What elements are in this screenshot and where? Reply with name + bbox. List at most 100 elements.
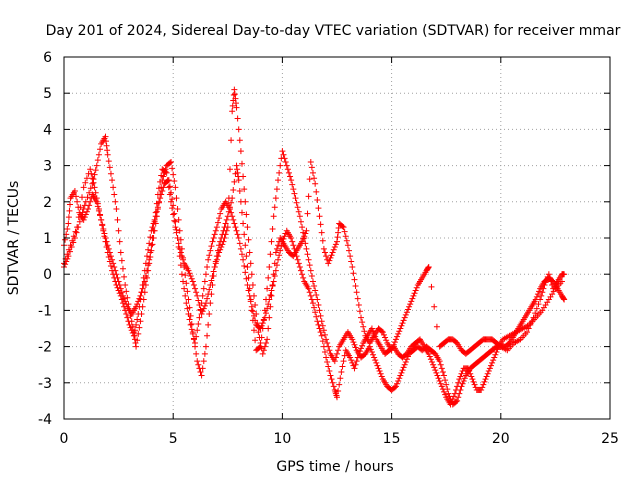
data-point [204, 332, 211, 339]
x-tick-label: 25 [601, 431, 619, 447]
data-point [156, 185, 163, 192]
data-point [436, 377, 443, 384]
data-point [89, 175, 96, 182]
data-point [300, 235, 307, 242]
data-point [168, 158, 175, 165]
data-point [185, 267, 192, 274]
data-point [126, 321, 133, 328]
data-point [195, 320, 202, 327]
data-point [105, 254, 112, 261]
data-point [323, 354, 330, 361]
data-point [65, 220, 72, 227]
data-point [113, 206, 120, 213]
data-point [137, 296, 144, 303]
data-point [360, 323, 367, 330]
data-point [195, 297, 202, 304]
data-point [494, 346, 501, 353]
data-point [481, 378, 488, 385]
data-point [228, 199, 235, 206]
data-point [334, 350, 340, 357]
data-point [206, 252, 213, 259]
data-point [149, 241, 156, 248]
data-point [261, 343, 268, 350]
data-point [341, 228, 348, 235]
data-point [278, 243, 285, 250]
data-point [110, 271, 117, 278]
data-point [226, 206, 233, 213]
data-point [353, 289, 360, 296]
data-point [428, 283, 435, 290]
data-point [427, 356, 434, 363]
data-point [325, 260, 332, 267]
data-point [164, 177, 171, 184]
data-point [400, 317, 407, 324]
data-point [309, 300, 316, 307]
data-point [62, 261, 69, 268]
data-point [277, 247, 284, 254]
data-point [210, 235, 217, 241]
data-point [212, 260, 219, 267]
data-point [308, 296, 315, 303]
data-point [138, 289, 145, 296]
data-point [340, 358, 347, 365]
data-point [177, 249, 184, 256]
data-point [209, 238, 216, 245]
data-point [408, 298, 415, 305]
data-point [312, 180, 319, 187]
data-point [228, 209, 235, 216]
y-tick-label: 6 [43, 50, 52, 66]
data-point [116, 290, 123, 297]
data-point [271, 204, 278, 211]
data-point [112, 198, 119, 205]
data-point [212, 227, 219, 234]
data-point [180, 278, 187, 285]
data-point [281, 233, 288, 240]
data-point [317, 329, 324, 336]
data-point [240, 256, 247, 263]
data-point [252, 301, 259, 308]
data-point [334, 394, 340, 401]
data-point [242, 242, 249, 249]
data-point [394, 380, 401, 387]
data-point [94, 200, 101, 207]
data-point [450, 393, 457, 400]
data-point [79, 194, 86, 201]
data-point [220, 238, 227, 245]
data-point [169, 165, 176, 172]
data-point [395, 377, 402, 384]
data-point [264, 305, 271, 312]
data-point [443, 381, 450, 388]
data-point [199, 365, 206, 372]
data-point [493, 349, 500, 356]
data-point [229, 102, 236, 109]
data-point [435, 375, 442, 382]
data-point [169, 196, 176, 203]
data-point [335, 387, 342, 394]
data-point [277, 162, 284, 169]
data-point [269, 225, 276, 232]
data-point [295, 208, 302, 215]
data-point [431, 364, 438, 371]
data-point [266, 263, 273, 270]
data-point [249, 308, 256, 315]
data-point [67, 242, 74, 249]
data-point [94, 157, 101, 164]
y-tick-label: -2 [38, 340, 52, 356]
data-point [560, 295, 567, 302]
data-point [323, 253, 330, 260]
data-point [352, 282, 359, 289]
data-point [447, 401, 454, 408]
data-point [247, 260, 254, 267]
data-point [455, 379, 462, 386]
data-point [235, 235, 242, 241]
data-point [373, 359, 380, 366]
data-point [207, 247, 214, 254]
data-point [133, 343, 140, 350]
data-point [172, 218, 179, 225]
data-point [306, 176, 313, 183]
data-point [241, 263, 248, 270]
data-point [376, 368, 383, 375]
data-point [80, 184, 87, 191]
data-point [326, 368, 333, 375]
data-point [276, 169, 283, 176]
